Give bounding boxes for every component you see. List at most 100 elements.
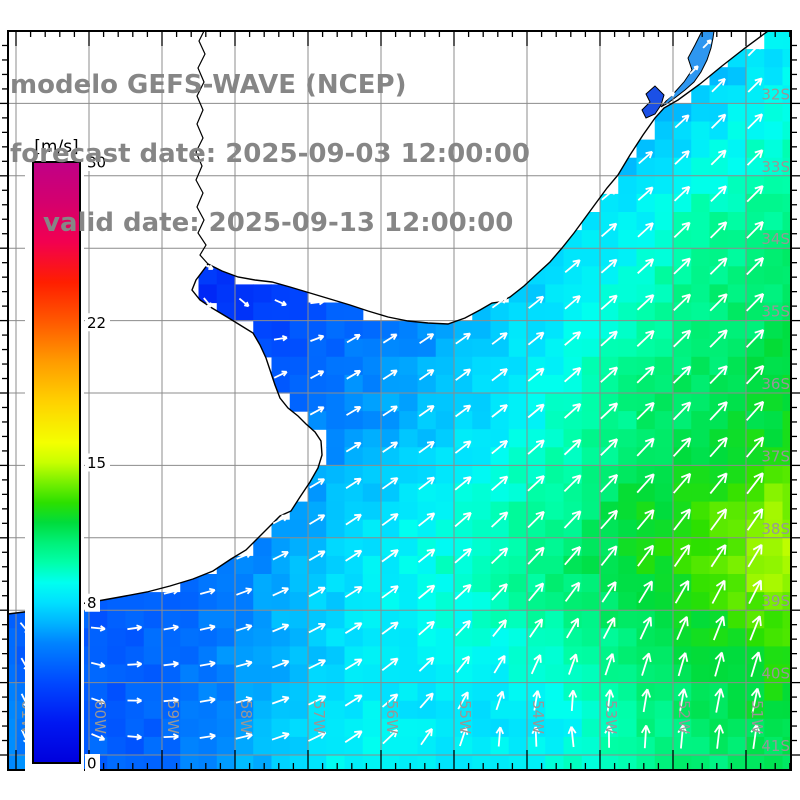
- wind-speed-cell: [782, 284, 792, 304]
- wind-speed-cell: [563, 555, 583, 575]
- wind-speed-cell: [435, 682, 455, 702]
- wind-speed-cell: [399, 682, 419, 702]
- wind-speed-cell: [527, 592, 546, 611]
- wind-speed-cell: [782, 139, 792, 159]
- wind-speed-cell: [618, 374, 638, 394]
- wind-speed-cell: [545, 374, 565, 394]
- wind-speed-cell: [381, 338, 400, 358]
- wind-arrow: [419, 692, 434, 709]
- wind-arrow: [602, 617, 616, 640]
- wind-speed-cell: [490, 320, 510, 340]
- wind-speed-cell: [654, 429, 674, 448]
- wind-speed-cell: [563, 537, 583, 557]
- wind-arrow: [672, 365, 692, 384]
- wind-speed-cell: [545, 718, 565, 738]
- wind-speed-cell: [326, 537, 346, 557]
- wind-speed-cell: [308, 664, 327, 684]
- wind-speed-cell: [253, 700, 273, 720]
- wind-speed-cell: [308, 356, 327, 376]
- wind-speed-cell: [8, 682, 17, 702]
- wind-arrow: [495, 690, 505, 711]
- latitude-label: 32S: [761, 85, 790, 103]
- wind-speed-cell: [709, 302, 729, 322]
- wind-speed-cell: [308, 374, 327, 394]
- wind-speed-cell: [344, 555, 364, 575]
- wind-speed-cell: [673, 447, 692, 466]
- map-frame-layer: [0, 30, 800, 771]
- wind-arrow: [381, 513, 399, 527]
- wind-arrow: [418, 512, 436, 527]
- wind-arrow: [568, 653, 579, 675]
- wind-speed-cell: [89, 628, 108, 647]
- wind-speed-cell: [709, 555, 729, 575]
- wind-arrow: [199, 732, 216, 740]
- wind-speed-cell: [600, 284, 619, 304]
- wind-arrow: [677, 724, 688, 749]
- wind-speed-cell: [600, 664, 619, 684]
- wind-speed-cell: [508, 429, 528, 448]
- map-border: [7, 30, 792, 771]
- wind-speed-cell: [581, 628, 601, 647]
- wind-speed-cell: [253, 574, 273, 593]
- wind-speed-cell: [107, 628, 127, 647]
- wind-arrow: [346, 406, 362, 416]
- wind-speed-cell: [545, 284, 565, 304]
- wind-speed-cell: [746, 537, 765, 557]
- wind-speed-cell: [545, 447, 565, 466]
- wind-speed-cell: [253, 555, 273, 575]
- wind-speed-cell: [508, 755, 528, 771]
- wind-arrow: [454, 476, 472, 491]
- wind-speed-cell: [618, 212, 638, 231]
- wind-arrow: [673, 508, 691, 531]
- wind-speed-cell: [107, 736, 127, 756]
- wind-arrow: [672, 437, 692, 457]
- wind-speed-cell: [727, 574, 747, 593]
- wind-speed-cell: [454, 664, 473, 684]
- wind-arrow: [673, 544, 691, 568]
- wind-speed-cell: [454, 592, 473, 611]
- wind-speed-cell: [618, 664, 638, 684]
- wind-speed-cell: [472, 356, 492, 376]
- wind-speed-cell: [727, 157, 747, 177]
- wind-arrow: [454, 583, 472, 600]
- wind-speed-cell: [143, 646, 163, 666]
- wind-arrow: [418, 440, 435, 454]
- forecast-date-line: forecast date: 2025-09-03 12:00:00: [10, 139, 530, 169]
- wind-speed-cell: [454, 393, 473, 412]
- wind-speed-cell: [381, 465, 400, 485]
- wind-arrow: [454, 440, 472, 454]
- wind-speed-cell: [782, 320, 792, 340]
- wind-speed-cell: [764, 664, 784, 684]
- wind-arrow: [636, 294, 655, 311]
- wind-speed-cell: [563, 447, 583, 466]
- wind-speed-cell: [235, 302, 254, 322]
- wind-speed-cell: [782, 248, 792, 267]
- wind-speed-cell: [581, 465, 601, 485]
- wind-speed-cell: [143, 592, 163, 611]
- wind-speed-cell: [472, 718, 492, 738]
- wind-speed-cell: [326, 610, 346, 629]
- wind-speed-cell: [472, 628, 492, 647]
- wind-speed-cell: [782, 628, 792, 647]
- wind-speed-cell: [691, 175, 711, 195]
- wind-arrow: [745, 329, 765, 348]
- wind-speed-cell: [454, 718, 473, 738]
- wind-speed-cell: [399, 411, 419, 430]
- wind-speed-cell: [618, 519, 638, 539]
- wind-speed-cell: [691, 718, 711, 738]
- wind-speed-cell: [691, 320, 711, 340]
- wind-speed-cell: [727, 718, 747, 738]
- lagoa-mirim: [641, 85, 665, 119]
- wind-speed-cell: [399, 465, 419, 485]
- wind-speed-cell: [508, 736, 528, 756]
- wind-speed-cell: [89, 646, 108, 666]
- latitude-label: 35S: [761, 303, 790, 321]
- wind-speed-cell: [399, 519, 419, 539]
- wind-speed-cell: [271, 356, 291, 376]
- wind-speed-cell: [527, 664, 546, 684]
- wind-speed-cell: [107, 646, 127, 666]
- wind-speed-cell: [8, 755, 17, 771]
- wind-speed-cell: [89, 664, 108, 684]
- wind-speed-cell: [216, 646, 236, 666]
